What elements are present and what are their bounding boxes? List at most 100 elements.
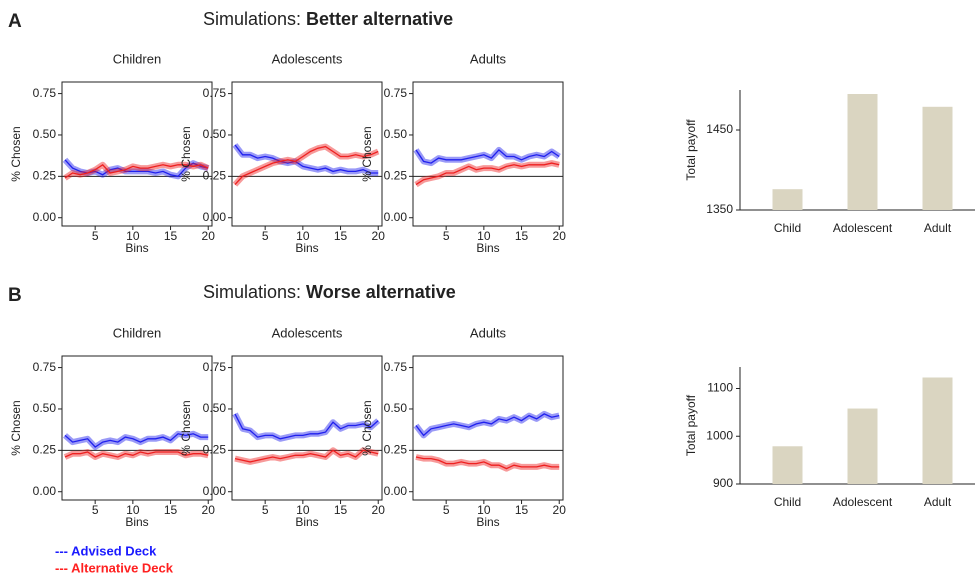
confidence-band (413, 410, 560, 439)
x-tick-label: 10 (296, 503, 310, 517)
y-tick-label: 0.75 (33, 86, 57, 100)
x-axis-label: Bins (476, 515, 499, 529)
x-axis-label: Bins (125, 241, 148, 255)
x-tick-label: Adult (924, 221, 952, 235)
x-tick-label: 15 (164, 229, 178, 243)
y-tick-label: 900 (713, 476, 733, 490)
x-tick-label: 20 (372, 229, 386, 243)
title-emphasis: Better alternative (306, 9, 453, 29)
x-tick-label: 15 (164, 503, 178, 517)
x-tick-label: 20 (553, 229, 567, 243)
y-tick-label: 0.25 (203, 169, 227, 183)
series-line (415, 162, 560, 186)
plot-frame (61, 81, 213, 227)
x-tick-label: Adult (924, 495, 952, 509)
x-tick-label: 10 (477, 503, 491, 517)
plot-frame (412, 355, 564, 501)
bar (922, 106, 953, 210)
panel-label: A (8, 11, 22, 32)
series-line (234, 145, 379, 186)
y-tick-label: 0.00 (33, 484, 57, 498)
y-tick-label: 0.50 (384, 127, 408, 141)
series-line (415, 148, 560, 164)
series-line (64, 451, 209, 458)
panel-title: Simulations: Worse alternative (203, 282, 456, 302)
x-tick-label: 5 (443, 503, 450, 517)
y-axis-label: % Chosen (179, 400, 193, 455)
x-tick-label: 20 (202, 503, 216, 517)
bar (922, 377, 953, 484)
x-tick-label: 10 (126, 503, 140, 517)
panel-title: Simulations: Better alternative (203, 9, 453, 29)
series-line (415, 456, 560, 470)
x-tick-label: 15 (334, 503, 348, 517)
x-tick-label: 20 (202, 229, 216, 243)
y-axis-label: % Chosen (9, 126, 23, 181)
y-axis-label: Total payoff (684, 119, 698, 181)
y-tick-label: 1100 (707, 381, 733, 395)
x-tick-label: 10 (477, 229, 491, 243)
plot-frame (231, 81, 383, 227)
chart-title: Adults (470, 51, 507, 66)
y-tick-label: 0.25 (384, 443, 408, 457)
panel-label: B (8, 285, 22, 306)
y-axis-label: % Chosen (179, 126, 193, 181)
x-tick-label: Adolescent (833, 495, 893, 509)
legend-entry: --- Advised Deck (55, 543, 157, 558)
y-tick-label: 1450 (706, 122, 733, 136)
y-tick-label: 1350 (706, 202, 733, 216)
x-tick-label: 20 (372, 503, 386, 517)
y-tick-label: 0.25 (203, 443, 227, 457)
plot-frame (412, 81, 564, 227)
y-axis-label: % Chosen (360, 400, 374, 455)
bar (772, 446, 803, 484)
y-tick-label: 0.00 (33, 210, 57, 224)
chart-title: Children (113, 51, 161, 66)
x-tick-label: 5 (92, 229, 99, 243)
title-text: Simulations: (203, 282, 301, 302)
x-tick-label: 5 (262, 229, 269, 243)
title-text: Simulations: (203, 9, 301, 29)
x-tick-label: 5 (92, 503, 99, 517)
series-line (234, 449, 379, 463)
y-tick-label: 0.50 (33, 401, 57, 415)
y-tick-label: 0.00 (203, 210, 227, 224)
series-line (234, 144, 379, 174)
x-tick-label: 20 (553, 503, 567, 517)
confidence-band (414, 160, 560, 188)
y-tick-label: 0.50 (384, 401, 408, 415)
x-tick-label: 5 (262, 503, 269, 517)
y-tick-label: 0.25 (33, 443, 57, 457)
x-tick-label: 15 (515, 229, 529, 243)
x-tick-label: 15 (515, 503, 529, 517)
chart-title: Adults (470, 325, 507, 340)
plot-frame (61, 355, 213, 501)
plot-frame (231, 355, 383, 501)
y-tick-label: 0.75 (384, 86, 408, 100)
x-tick-label: 10 (126, 229, 140, 243)
series-line (64, 433, 209, 448)
y-axis-label: % Chosen (360, 126, 374, 181)
y-tick-label: 0.75 (203, 360, 227, 374)
x-axis-label: Bins (295, 515, 318, 529)
y-tick-label: 0.00 (203, 484, 227, 498)
y-tick-label: 1000 (706, 428, 733, 442)
series-line (415, 413, 560, 437)
x-tick-label: Adolescent (833, 221, 893, 235)
bar (772, 189, 803, 210)
y-tick-label: 0.50 (203, 127, 227, 141)
x-axis-label: Bins (125, 515, 148, 529)
y-axis-label: % Chosen (9, 400, 23, 455)
y-tick-label: 0.25 (384, 169, 408, 183)
x-tick-label: Child (774, 495, 801, 509)
chart-title: Adolescents (272, 325, 343, 340)
y-tick-label: 0.25 (33, 169, 57, 183)
x-axis-label: Bins (295, 241, 318, 255)
chart-title: Children (113, 325, 161, 340)
y-tick-label: 0.50 (203, 401, 227, 415)
bar (847, 94, 878, 210)
x-axis-label: Bins (476, 241, 499, 255)
x-tick-label: 15 (334, 229, 348, 243)
y-tick-label: 0.50 (33, 127, 57, 141)
